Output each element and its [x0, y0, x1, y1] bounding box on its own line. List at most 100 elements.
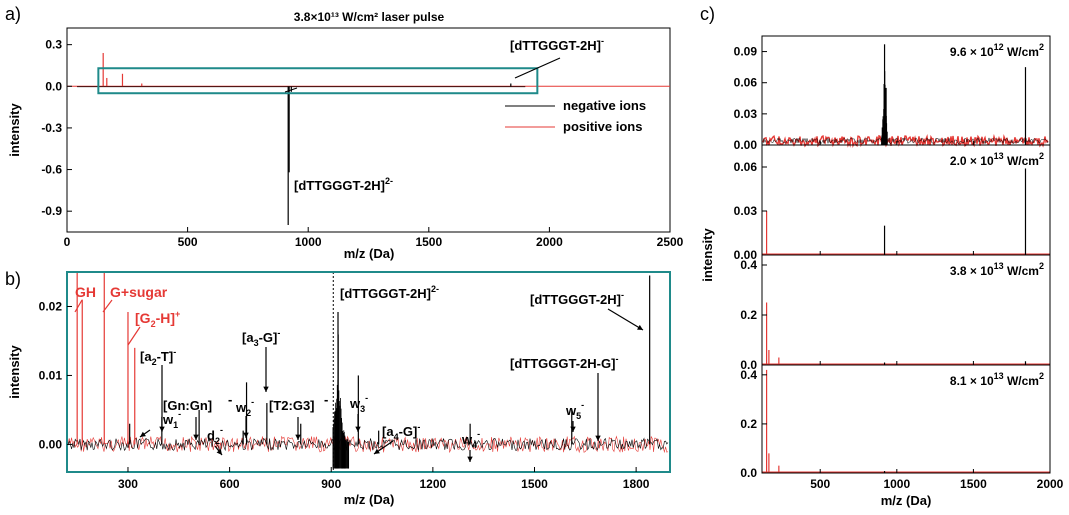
y-tick-label-c: 0.00: [734, 248, 758, 262]
intensity-label: 3.8 × 1013 W/cm2: [950, 261, 1044, 278]
superscript: 12: [994, 42, 1004, 52]
text: -T]: [157, 349, 174, 364]
annotation-arrow-red: [74, 299, 83, 313]
x-tick-label-c: 500: [810, 477, 830, 491]
x-tick-label-b: 300: [118, 477, 138, 491]
annotation-a4g: [a4-G]-: [382, 422, 420, 442]
x-tick-label-a: 1500: [415, 235, 442, 249]
annotation-arrow-red: [127, 326, 141, 346]
x-axis-label-c: m/z (Da): [881, 493, 932, 508]
superscript: -: [173, 347, 176, 357]
y-tick-label-c: 0.0: [740, 466, 757, 480]
legend-label-positive: positive ions: [563, 119, 642, 134]
y-tick-label-a: -0.6: [41, 163, 62, 177]
y-tick-label-b: 0.01: [39, 368, 63, 382]
annotation-parent-minus-g: [dTTGGGT-2H-G]-: [510, 354, 618, 371]
arrowhead: [159, 426, 165, 432]
annotation-w3: w3-: [349, 393, 368, 414]
x-axis-label-a: m/z (Da): [344, 246, 395, 261]
annotation-parent-b: [dTTGGGT-2H]-: [530, 290, 624, 307]
y-tick-label-b: 0.02: [39, 299, 63, 313]
arrowhead: [295, 434, 301, 440]
y-tick-label-c: 0.0: [740, 358, 757, 372]
annotation-gh: GH: [75, 284, 96, 300]
superscript: -: [417, 422, 420, 432]
superscript: -: [581, 400, 584, 410]
subscript: 4: [394, 432, 399, 442]
superscript: 2-: [385, 176, 393, 186]
annotation-g2h: [G2-H]+: [135, 309, 180, 329]
y-tick-label-c: 0.4: [740, 258, 757, 272]
annotation-arrow: [514, 57, 561, 79]
superscript: -: [220, 425, 223, 435]
plot-frame-b: [66, 271, 671, 473]
legend-label-negative: negative ions: [563, 98, 646, 113]
superscript: -: [621, 290, 624, 300]
annotation-t2g3: [T2:G3]: [269, 398, 315, 413]
x-tick-label-a: 500: [178, 235, 198, 249]
annotation-parent-ion: [dTTGGGT-2H]-: [510, 36, 604, 53]
plot-frame-a: [66, 27, 671, 233]
arrowhead: [243, 432, 249, 438]
subscript: 5: [576, 411, 581, 421]
x-tick-label-a: 0: [64, 235, 71, 249]
intensity-label: 8.1 × 1013 W/cm2: [950, 371, 1044, 388]
superscript: -: [178, 409, 181, 419]
subscript: 2: [246, 408, 251, 418]
y-tick-label-b: 0.00: [39, 437, 63, 451]
arrowhead: [467, 456, 473, 462]
subscript: 2: [151, 319, 156, 329]
x-axis-label-b: m/z (Da): [344, 492, 395, 507]
text: W/cm: [1004, 45, 1039, 59]
x-tick-label-a: 2500: [657, 235, 684, 249]
annotation-dianion-b: [dTTGGGT-2H]2-: [340, 284, 439, 301]
intensity-label: 9.6 × 1012 W/cm2: [950, 42, 1044, 59]
y-tick-label-c: 0.09: [734, 45, 758, 59]
subscript: 1: [173, 420, 178, 430]
y-axis-label-c: intensity: [700, 228, 715, 282]
annotation-w2: w2-: [235, 397, 254, 418]
y-tick-label-c: 0.06: [734, 76, 758, 90]
intensity-label: 2.0 × 1013 W/cm2: [950, 151, 1044, 168]
panel-letter-a: a): [5, 4, 21, 24]
arrowhead: [193, 434, 199, 440]
superscript: 2: [1039, 151, 1044, 161]
superscript: -: [277, 328, 280, 338]
annotation-gngn-sup: -: [228, 392, 232, 407]
noise-negative: [67, 437, 669, 452]
arrowhead: [570, 426, 576, 432]
y-tick-label-a: 0.3: [45, 38, 62, 52]
x-tick-label-b: 1200: [420, 477, 447, 491]
text: -H]: [156, 310, 175, 326]
subscript: 3: [254, 338, 259, 348]
subscript: 3: [360, 404, 365, 414]
y-tick-label-c: 0.4: [740, 368, 757, 382]
y-axis-label-b: intensity: [7, 345, 22, 399]
y-axis-label-a: intensity: [7, 103, 22, 157]
annotation-a3g: [a3-G]-: [242, 328, 280, 348]
x-tick-label-a: 1000: [295, 235, 322, 249]
superscript: 2: [1039, 371, 1044, 381]
x-tick-label-b: 1800: [623, 477, 650, 491]
arrowhead: [140, 431, 146, 437]
y-tick-label-c: 0.03: [734, 204, 758, 218]
superscript: -: [615, 354, 618, 364]
superscript: -: [477, 429, 480, 439]
arrowhead: [637, 324, 643, 330]
y-tick-label-c: 0.06: [734, 160, 758, 174]
subscript: 2: [152, 357, 157, 367]
y-tick-label-c: 0.2: [740, 308, 757, 322]
arrowhead: [263, 386, 269, 392]
x-tick-label-b: 900: [321, 477, 341, 491]
x-tick-label-b: 1500: [521, 477, 548, 491]
annotation-gngn: [Gn:Gn]: [163, 398, 212, 413]
panel-letter-b: b): [5, 269, 21, 289]
x-tick-label-a: 2000: [536, 235, 563, 249]
superscript: 2: [1039, 42, 1044, 52]
noise-negative: [762, 136, 1049, 145]
x-tick-label-c: 1500: [960, 477, 987, 491]
annotation-arrow-red: [102, 299, 113, 313]
subplot-frame: [761, 364, 1051, 474]
superscript: 13: [994, 371, 1004, 381]
